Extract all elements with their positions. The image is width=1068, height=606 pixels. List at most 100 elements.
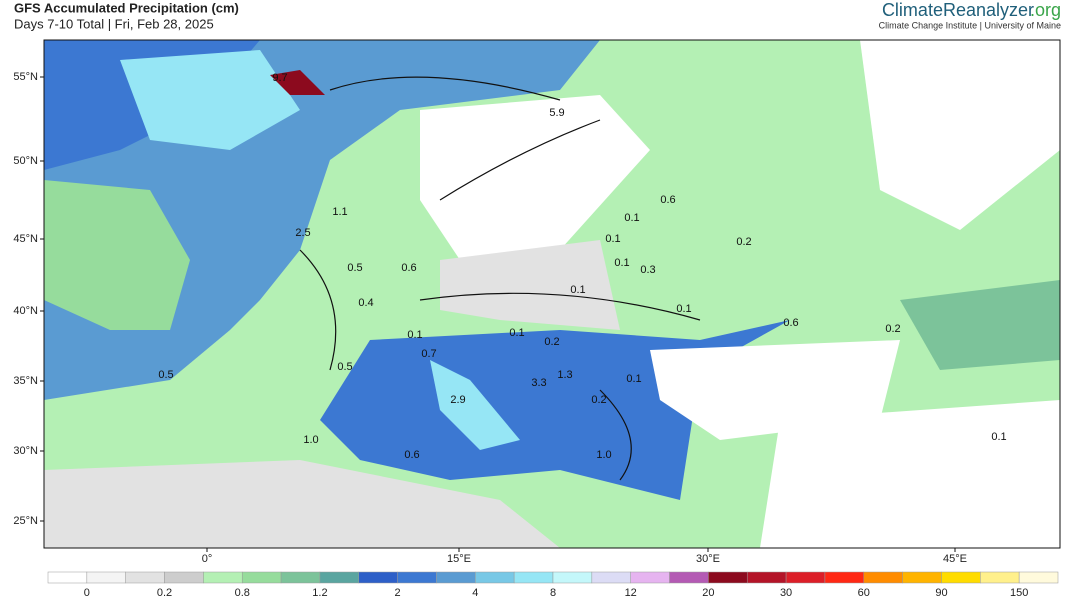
colorbar-swatch [125, 571, 165, 584]
precip-label: 1.3 [557, 369, 572, 381]
colorbar-label: 1.2 [312, 587, 327, 599]
precip-label: 0.7 [421, 348, 436, 360]
brand: ClimateReanalyzer [882, 0, 1034, 20]
precip-label: 2.9 [450, 394, 465, 406]
precip-label: 0.5 [337, 361, 352, 373]
caspian [900, 280, 1060, 370]
brand-suffix: .org [1030, 0, 1061, 20]
colorbar-swatch [980, 571, 1020, 584]
institute: Climate Change Institute | University of… [879, 20, 1061, 30]
precip-label: 0.1 [614, 257, 629, 269]
map [43, 39, 1061, 549]
colorbar-swatch [785, 571, 826, 584]
precip-label: 3.3 [531, 377, 546, 389]
lon-label: 30°E [696, 553, 720, 565]
iceland-sea [120, 50, 300, 150]
precip-label: 0.6 [404, 449, 419, 461]
lat-label: 40°N [13, 305, 38, 317]
colorbar-swatch [513, 571, 554, 584]
precip-label: 2.5 [295, 227, 310, 239]
precip-label: 0.2 [885, 323, 900, 335]
west-atlantic [44, 180, 190, 330]
colorbar-label: 4 [472, 587, 478, 599]
precip-label: 1.0 [596, 449, 611, 461]
precip-label: 0.6 [401, 262, 416, 274]
precip-label: 0.2 [736, 236, 751, 248]
colorbar-swatch [746, 571, 787, 584]
colorbar-swatch [591, 571, 631, 584]
precip-label: 0.1 [605, 233, 620, 245]
precip-label: 0.1 [626, 373, 641, 385]
colorbar-swatch [203, 571, 243, 584]
colorbar-label: 150 [1010, 587, 1028, 599]
lat-label: 55°N [13, 71, 38, 83]
colorbar-label: 0.8 [235, 587, 250, 599]
colorbar-swatch [319, 571, 360, 584]
colorbar-swatch [552, 571, 593, 584]
colorbar-label: 8 [550, 587, 556, 599]
colorbar-swatch [863, 571, 903, 584]
colorbar-label: 60 [858, 587, 870, 599]
colorbar-swatch [241, 571, 282, 584]
colorbar-label: 20 [702, 587, 714, 599]
central-europe [440, 240, 620, 330]
iceland-max [270, 70, 325, 95]
precip-label: 0.2 [591, 394, 606, 406]
lat-label: 50°N [13, 155, 38, 167]
precip-label: 0.4 [358, 297, 373, 309]
colorbar-swatch [397, 571, 437, 584]
precip-label: 0.6 [660, 194, 675, 206]
tyrrhenian [430, 360, 520, 450]
colorbar-swatch [824, 571, 865, 584]
precip-label: 9.7 [272, 72, 287, 84]
colorbar-swatch [164, 571, 204, 584]
colorbar-swatch [47, 571, 88, 584]
colorbar-swatch [358, 571, 398, 584]
lat-label: 35°N [13, 375, 38, 387]
colorbar-label: 0 [84, 587, 90, 599]
middle-east [760, 400, 1060, 548]
coastline [299, 76, 701, 481]
colorbar-swatch [669, 571, 709, 584]
northeast [860, 40, 1060, 230]
colorbar-label: 2 [395, 587, 401, 599]
colorbar-label: 30 [780, 587, 792, 599]
lat-label: 30°N [13, 445, 38, 457]
precip-label: 1.1 [332, 206, 347, 218]
colorbar-swatch [436, 571, 476, 584]
precip-label: 0.5 [347, 262, 362, 274]
precip-label: 0.2 [544, 336, 559, 348]
colorbar-swatch [86, 571, 126, 584]
precip-label: 5.9 [549, 107, 564, 119]
precip-label: 0.1 [407, 329, 422, 341]
precip-label: 0.1 [570, 284, 585, 296]
colorbar-label: 12 [625, 587, 637, 599]
precip-label: 0.1 [509, 327, 524, 339]
colorbar-swatch [475, 571, 515, 584]
colorbar-swatch [708, 571, 748, 584]
precip-label: 0.1 [676, 303, 691, 315]
precip-label: 0.3 [640, 264, 655, 276]
subtitle: Days 7-10 Total | Fri, Feb 28, 2025 [14, 16, 214, 31]
precip-label: 0.1 [991, 431, 1006, 443]
precip-label: 0.1 [624, 212, 639, 224]
colorbar-swatch [630, 571, 670, 584]
precip-label: 0.5 [158, 369, 173, 381]
north-africa [44, 460, 560, 548]
title: GFS Accumulated Precipitation (cm) [14, 0, 239, 15]
precip-label: 0.6 [783, 317, 798, 329]
lat-label: 25°N [13, 515, 38, 527]
colorbar-swatch [902, 571, 942, 584]
lon-label: 0° [202, 553, 213, 565]
colorbar-label: 90 [935, 587, 947, 599]
colorbar-swatch [280, 571, 321, 584]
colorbar-label: 0.2 [157, 587, 172, 599]
anatolia [650, 340, 900, 440]
colorbar-swatch [941, 571, 981, 584]
precip-label: 1.0 [303, 434, 318, 446]
lon-label: 15°E [447, 553, 471, 565]
map-frame [43, 39, 1061, 549]
lon-label: 45°E [943, 553, 967, 565]
